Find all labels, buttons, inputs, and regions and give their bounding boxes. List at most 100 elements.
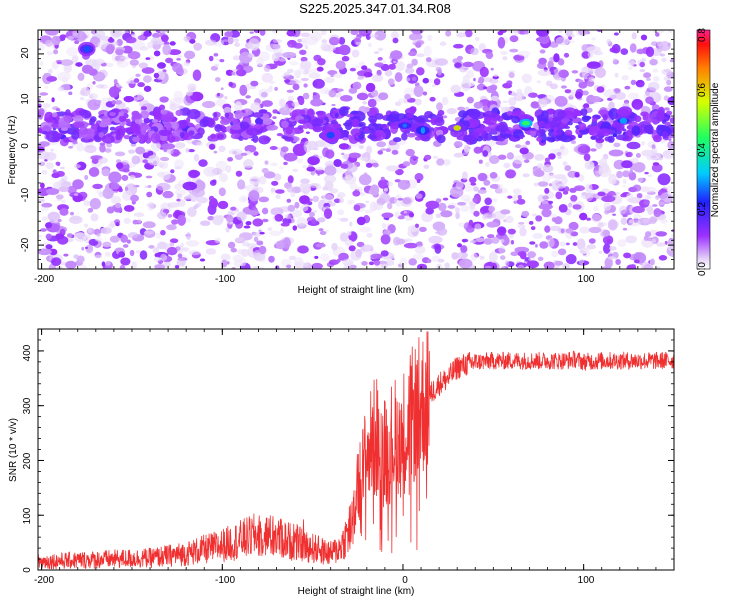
heatmap-cell <box>626 141 641 150</box>
heatmap-cell <box>622 184 627 188</box>
heatmap-cell <box>48 68 53 74</box>
heatmap-cell <box>51 172 61 179</box>
heatmap-cell <box>460 79 471 92</box>
heatmap-cell <box>356 216 366 226</box>
heatmap-cell <box>391 31 399 40</box>
heatmap-cell <box>244 144 257 153</box>
heatmap-cell <box>514 144 522 149</box>
heatmap-cell <box>115 83 122 88</box>
heatmap-cell <box>363 72 373 78</box>
heatmap-cell <box>147 41 154 49</box>
heatmap-cell <box>304 44 309 50</box>
heatmap-cell <box>306 166 316 172</box>
heatmap-cell <box>576 238 586 250</box>
heatmap-cell <box>274 86 278 91</box>
heatmap-cell <box>83 45 91 53</box>
heatmap-cell <box>329 36 340 46</box>
heatmap-cell <box>172 62 183 73</box>
heatmap-cell <box>143 117 150 124</box>
heatmap-cell <box>470 252 478 261</box>
heatmap-cell <box>397 179 411 190</box>
heatmap-cell <box>233 38 240 43</box>
heatmap-cell <box>320 253 330 262</box>
heatmap-cell <box>551 250 559 258</box>
heatmap-cell <box>394 72 403 83</box>
heatmap-cell <box>272 109 279 114</box>
heatmap-cell <box>490 95 499 102</box>
heatmap-cell <box>497 154 507 160</box>
heatmap-cell <box>73 232 87 242</box>
heatmap-cell <box>551 217 557 222</box>
heatmap-cell <box>544 157 550 162</box>
heatmap-cell <box>402 161 411 167</box>
heatmap-cell <box>109 126 116 131</box>
heatmap-cell <box>283 161 288 166</box>
heatmap-x-tick-label-2: 0 <box>402 274 408 285</box>
heatmap-cell <box>565 242 570 246</box>
heatmap-cell <box>482 150 489 157</box>
heatmap-cell <box>345 174 352 181</box>
heatmap-cell <box>557 58 565 66</box>
heatmap-cell <box>423 164 430 170</box>
heatmap-cell <box>250 80 259 87</box>
heatmap-cell <box>325 149 335 159</box>
heatmap-cell <box>619 205 627 215</box>
heatmap-cell <box>397 198 404 201</box>
heatmap-cell <box>526 260 539 269</box>
heatmap-cell <box>117 129 121 135</box>
heatmap-cell <box>341 152 345 156</box>
heatmap-cell <box>505 215 514 224</box>
heatmap-cell <box>488 205 495 213</box>
heatmap-cell <box>253 252 266 261</box>
heatmap-cell <box>176 193 183 199</box>
heatmap-cell <box>60 83 71 92</box>
heatmap-cell <box>280 146 289 153</box>
heatmap-cell <box>457 201 467 206</box>
heatmap-cell <box>282 136 289 140</box>
heatmap-cell <box>602 235 614 245</box>
heatmap-cell <box>300 56 308 62</box>
heatmap-cell <box>121 160 129 165</box>
heatmap-cell <box>578 30 588 36</box>
heatmap-cell <box>415 41 422 48</box>
heatmap-cell <box>258 196 270 203</box>
heatmap-cell <box>351 49 360 58</box>
heatmap-cell <box>101 134 115 144</box>
heatmap-cell <box>38 98 41 102</box>
heatmap-cell <box>425 207 435 215</box>
heatmap-cell <box>536 80 541 84</box>
heatmap-cell <box>312 78 325 89</box>
heatmap-cell <box>378 260 388 265</box>
heatmap-cell <box>243 225 251 229</box>
heatmap-cell <box>229 30 241 38</box>
heatmap-cell <box>467 96 474 104</box>
heatmap-cell <box>465 134 476 145</box>
heatmap-cell <box>631 32 637 40</box>
heatmap-cell <box>622 227 628 231</box>
heatmap-cell <box>528 257 536 261</box>
heatmap-cell <box>153 109 162 120</box>
heatmap-cell <box>222 39 228 42</box>
heatmap-cell <box>142 159 149 164</box>
heatmap-cell <box>507 154 513 158</box>
heatmap-cell <box>570 140 577 144</box>
heatmap-cell <box>553 216 563 225</box>
heatmap-cell <box>272 30 279 34</box>
heatmap-cell <box>262 218 269 223</box>
heatmap-cell <box>390 50 403 60</box>
heatmap-cell <box>288 43 293 48</box>
heatmap-cell <box>656 266 661 269</box>
heatmap-cell <box>111 30 120 36</box>
heatmap-cell <box>322 194 334 203</box>
heatmap-cell <box>286 264 292 269</box>
heatmap-cell <box>399 257 408 267</box>
heatmap-cell <box>412 253 424 260</box>
heatmap-cell <box>193 153 200 162</box>
colorbar: 0.0 0.2 0.4 0.6 0.8 Normalized spectral … <box>696 28 721 276</box>
heatmap-cell <box>460 245 468 253</box>
heatmap-cell <box>602 114 608 121</box>
heatmap-cell <box>118 115 127 123</box>
heatmap-cell <box>196 142 204 146</box>
heatmap-cell <box>378 179 390 189</box>
heatmap-cell <box>519 251 527 260</box>
